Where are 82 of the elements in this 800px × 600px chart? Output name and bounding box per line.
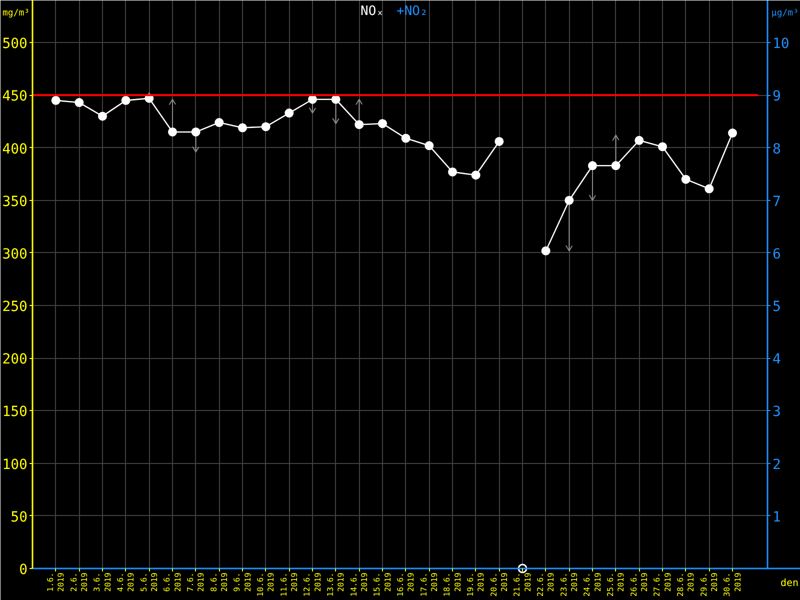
x-tick-label: 22.6. 2019 [536,572,556,597]
x-tick-label: 8.6. 2019 [209,572,230,592]
point [51,96,60,105]
point [191,127,200,136]
text: NOₓ [360,4,384,19]
x-tick-label: 16.6. 2019 [396,572,416,597]
y2-axis-title: µg/m³ [771,8,798,18]
x-tick-label: 27.6. 2019 [652,572,672,597]
y-tick-label: 350 [2,194,28,210]
x-tick-label: 13.6. 2019 [326,572,346,597]
point [588,161,597,170]
x-tick-label: 14.6. 2019 [349,572,370,597]
x-tick-label: 28.6. 2019 [676,572,696,597]
point [261,122,270,132]
y2-tick-label: 7 [772,194,781,210]
point [704,184,714,194]
point [728,128,737,138]
y-tick-label: 250 [2,299,28,316]
point [354,120,364,130]
y2-tick-label: 3 [772,404,781,420]
y2-tick-label: 8 [772,141,781,158]
y2-tick-label: 4 [772,352,781,368]
point [658,142,667,152]
y-tick-label: 450 [2,88,28,105]
legend-label: +NO₂ [396,4,428,19]
x-tick-label: 3.6. 2019 [92,572,112,592]
x-axis-title: den [780,578,798,589]
x-tick-label: 29.6. 2019 [699,572,720,597]
point [401,134,410,143]
point [74,98,84,108]
point [564,196,574,205]
y-tick-label: 50 [10,509,28,526]
x-tick-label: 30.6. 2019 [722,572,742,597]
y-tick-label: 0 [19,562,28,578]
y-tick-label: 150 [2,404,28,420]
point [98,112,107,121]
point [541,246,550,256]
x-tick-label: 1.6. 2019 [46,572,66,592]
x-tick-label: 6.6. 2019 [162,572,182,592]
x-tick-label: 24.6. 2019 [582,572,602,597]
y2-tick-label: 1 [772,509,781,526]
x-tick-label: 5.6. 2019 [139,572,160,592]
x-tick-label: 26.6. 2019 [629,572,650,597]
point [214,118,224,128]
x-tick-label: 2.6. 2019 [69,572,90,592]
x-tick-label: 23.6. 2019 [559,572,580,597]
y-tick-label: 300 [2,246,28,262]
point [494,136,504,146]
point [681,174,690,184]
x-tick-label: 25.6. 2019 [606,572,626,597]
x-tick-label: 4.6. 2019 [116,572,136,592]
x-tick-label: 15.6. 2019 [372,572,392,597]
x-tick-label: 9.6. 2019 [232,572,252,592]
y-tick-label: 400 [2,141,28,158]
x-tick-label: 11.6. 2019 [279,572,300,597]
x-tick-label: 21.6. 2019 [512,572,532,597]
point [284,108,294,118]
y-tick-label: 100 [2,456,28,473]
y-tick-label: 500 [2,36,28,52]
y-tick-label: 200 [2,352,28,368]
y2-tick-label: 5 [772,299,781,316]
point [238,123,247,132]
x-tick-label: 19.6. 2019 [466,572,486,597]
y2-tick-label: 2 [772,456,781,473]
point [424,141,434,150]
point [634,136,644,145]
y2-tick-label: 6 [772,246,781,262]
x-tick-label: 20.6. 2019 [489,572,510,597]
point [611,161,620,170]
point [471,170,480,180]
y2-tick-label: 10 [772,36,790,52]
x-tick-label: 18.6. 2019 [442,572,462,597]
point [378,119,387,128]
x-tick-label: 10.6. 2019 [256,572,276,597]
point [168,127,177,136]
point [448,167,457,176]
y2-tick-label: 9 [772,88,781,105]
x-tick-label: 7.6. 2019 [186,572,206,592]
point [121,96,130,105]
y-axis-title: mg/m³ [2,8,30,18]
x-tick-label: 17.6. 2019 [419,572,440,597]
x-tick-label: 12.6. 2019 [302,572,322,597]
